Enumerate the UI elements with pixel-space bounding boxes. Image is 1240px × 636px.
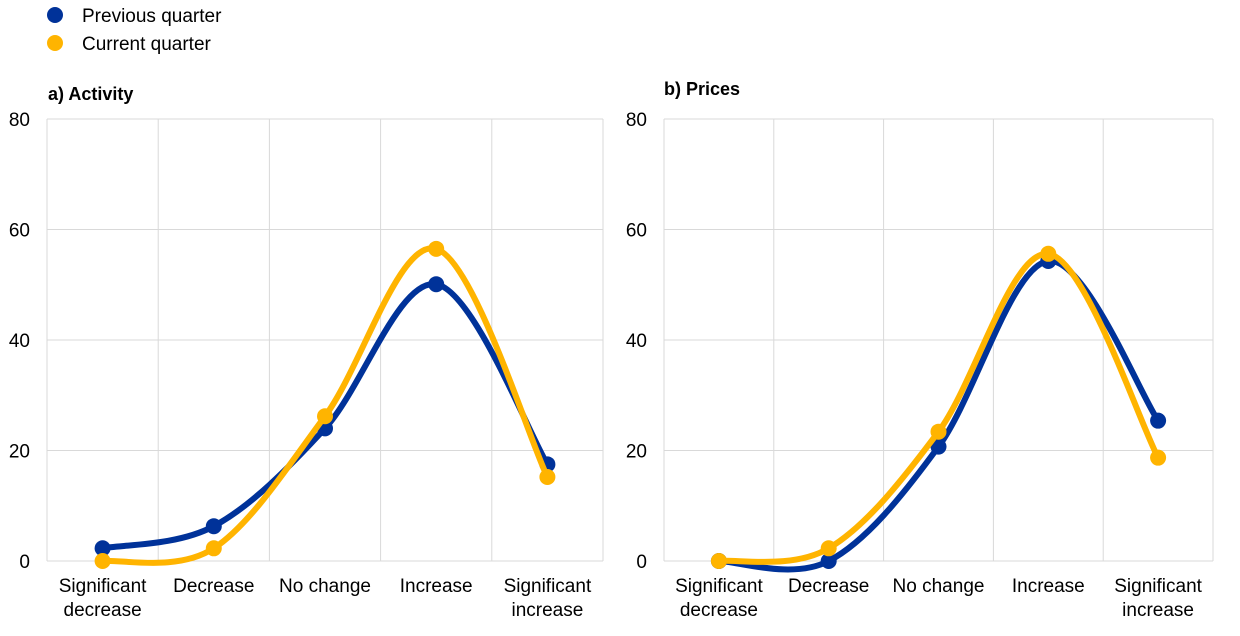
legend: Previous quarter Current quarter [47, 6, 222, 55]
series-line-1 [718, 250, 1161, 565]
series-line-0 [102, 281, 550, 552]
y-tick-label: 60 [626, 221, 647, 242]
x-tick-label: Decrease [173, 576, 254, 597]
legend-marker-previous [47, 7, 63, 23]
legend-marker-current [47, 35, 63, 51]
x-tick-label: Significant increase [504, 576, 592, 621]
data-point [1150, 449, 1167, 466]
x-tick-label: Significant increase [1114, 576, 1202, 621]
y-tick-label: 40 [9, 331, 30, 352]
data-point [1150, 412, 1167, 429]
panel-0: a) Activity 0 20 40 60 80 Significant decrease D… [9, 84, 604, 621]
legend-label-previous: Previous quarter [82, 6, 222, 27]
data-point [930, 423, 947, 440]
y-tick-label: 0 [19, 552, 30, 573]
series-line-0 [718, 257, 1161, 573]
data-point [820, 553, 837, 569]
x-tick-label: Significant decrease [59, 576, 147, 621]
panel-1: b) Prices 0 20 40 60 80 Significant decrease Dec… [626, 79, 1214, 621]
x-tick-label: Increase [1012, 576, 1085, 597]
y-tick-label: 20 [9, 442, 30, 463]
x-tick-label: No change [279, 576, 371, 597]
data-point [539, 469, 556, 486]
y-tick-label: 80 [9, 110, 30, 131]
data-point [930, 438, 947, 455]
legend-label-current: Current quarter [82, 34, 212, 55]
data-point [428, 240, 445, 257]
x-tick-label: No change [893, 576, 985, 597]
y-tick-label: 60 [9, 221, 30, 242]
y-tick-label: 80 [626, 110, 647, 131]
data-point [94, 540, 111, 557]
chart-title: b) Prices [664, 79, 740, 99]
data-point [205, 540, 222, 557]
x-tick-label: Increase [400, 576, 473, 597]
data-point [428, 276, 445, 293]
data-point [94, 553, 111, 569]
x-tick-label: Significant decrease [675, 576, 763, 621]
data-point [710, 553, 727, 569]
y-tick-label: 20 [626, 442, 647, 463]
data-point [317, 408, 333, 425]
data-point [205, 518, 222, 535]
x-tick-label: Decrease [788, 576, 869, 597]
y-tick-label: 40 [626, 331, 647, 352]
chart-title: a) Activity [48, 84, 133, 104]
data-point [820, 540, 837, 557]
data-point [1040, 245, 1057, 262]
y-tick-label: 0 [636, 552, 647, 573]
series-line-1 [102, 245, 551, 566]
